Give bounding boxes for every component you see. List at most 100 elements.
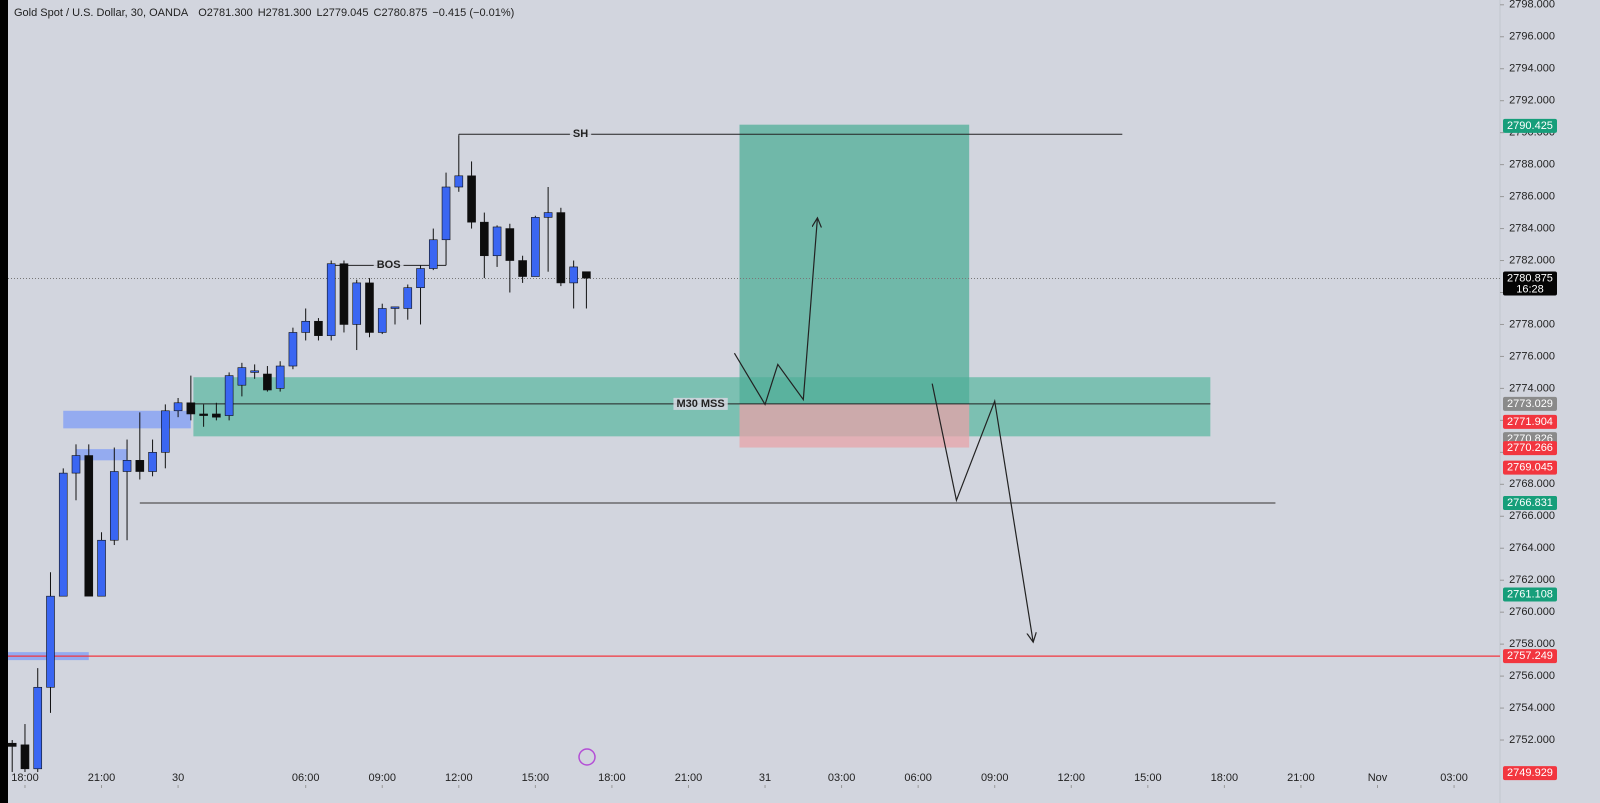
candle-body: [97, 539, 106, 597]
legend-value: H2781.300: [258, 7, 312, 19]
x-tick-label: 21:00: [675, 772, 703, 784]
candle-body: [416, 268, 425, 289]
zone-box: [63, 410, 191, 429]
price-label-bg: [1503, 495, 1557, 510]
candle-body: [365, 282, 374, 333]
x-tick-label: 31: [759, 772, 771, 784]
price-label: 2790.425: [1507, 120, 1553, 132]
candle-body: [199, 413, 208, 416]
x-tick-label: 12:00: [445, 772, 473, 784]
y-tick-label: 2778.000: [1509, 318, 1555, 330]
price-label-bg: [1503, 118, 1557, 133]
candle-body: [441, 186, 451, 241]
x-tick-label: 18:00: [598, 772, 626, 784]
candle-body: [492, 226, 502, 257]
y-tick-label: 2788.000: [1509, 159, 1555, 171]
y-tick-label: 2758.000: [1509, 638, 1555, 650]
level-label-bg: [373, 259, 404, 272]
candle-body: [161, 410, 170, 453]
candle-body: [186, 402, 196, 415]
x-tick-label: 12:00: [1058, 772, 1086, 784]
price-label-bg: [1503, 441, 1557, 456]
candle-body: [390, 306, 400, 309]
candle-body: [428, 239, 438, 269]
candle-body: [339, 263, 349, 325]
y-tick-label: 2796.000: [1509, 31, 1555, 43]
price-label-bg: [1503, 414, 1557, 429]
candle-body: [582, 271, 591, 279]
candle-body: [173, 402, 183, 412]
level-label-bg: [673, 397, 728, 410]
price-label: 2770.266: [1507, 442, 1553, 454]
y-tick-label: 2756.000: [1509, 670, 1555, 682]
candle-body: [326, 263, 336, 336]
y-tick-label: 2754.000: [1509, 702, 1555, 714]
level-label-bg: [569, 128, 592, 141]
x-tick-label: 18:00: [1211, 772, 1239, 784]
candle-body: [122, 460, 132, 472]
candle-body: [237, 367, 247, 386]
x-tick-label: 09:00: [981, 772, 1009, 784]
y-tick-label: 2792.000: [1509, 95, 1555, 107]
y-tick-label: 2762.000: [1509, 574, 1555, 586]
x-tick-label: 09:00: [368, 772, 396, 784]
level-label: SH: [573, 128, 588, 140]
price-label-bg: [1503, 649, 1557, 664]
candle-body: [7, 742, 17, 747]
candle-body: [263, 373, 272, 391]
y-tick-label: 2798.000: [1509, 0, 1555, 11]
price-label-bg: [1503, 460, 1557, 475]
candle-body: [58, 472, 68, 597]
candle-body: [556, 212, 566, 284]
y-tick-label: 2774.000: [1509, 382, 1555, 394]
price-label: 2773.029: [1507, 398, 1553, 410]
projection-path: [931, 383, 1033, 641]
price-label: 2757.249: [1507, 650, 1553, 662]
candle-body: [135, 460, 145, 472]
price-label-bg: [1503, 587, 1557, 602]
y-tick-label: 2764.000: [1509, 542, 1555, 554]
y-tick-label: 2784.000: [1509, 222, 1555, 234]
zone-box: [739, 403, 970, 448]
candle-body: [531, 217, 540, 277]
x-tick-label: 30: [172, 772, 184, 784]
x-tick-label: 03:00: [828, 772, 856, 784]
candle-body: [288, 332, 298, 367]
chart-title: Gold Spot / U.S. Dollar, 30, OANDA: [14, 7, 189, 19]
current-price-bg: [1503, 271, 1557, 296]
projection-path: [733, 219, 817, 406]
price-label: 2769.045: [1507, 462, 1553, 474]
x-tick-label: 15:00: [522, 772, 550, 784]
candle-body: [148, 452, 157, 472]
candle-body: [212, 413, 221, 418]
candle-body: [314, 320, 323, 336]
candle-body: [467, 175, 476, 223]
candle-body: [301, 320, 310, 333]
candle-body: [518, 260, 527, 277]
price-label: 2771.904: [1507, 416, 1553, 428]
candle-body: [505, 228, 515, 261]
x-tick-label: 03:00: [1440, 772, 1468, 784]
y-tick-label: 2768.000: [1509, 478, 1555, 490]
y-tick-label: 2752.000: [1509, 734, 1555, 746]
candle-body: [224, 375, 234, 416]
price-label-bg: [1503, 766, 1557, 781]
candle-body: [109, 471, 119, 541]
x-tick-label: 06:00: [292, 772, 320, 784]
legend-value: L2779.045: [317, 7, 369, 19]
candle-body: [250, 370, 259, 373]
candle-body: [71, 455, 81, 474]
y-tick-label: 2760.000: [1509, 606, 1555, 618]
legend-value: O2781.300: [198, 7, 252, 19]
x-tick-label: Nov: [1368, 772, 1388, 784]
candle-body: [20, 744, 30, 770]
candle-body: [352, 282, 362, 325]
y-tick-label: 2776.000: [1509, 350, 1555, 362]
x-tick-label: 06:00: [904, 772, 932, 784]
candle-body: [454, 175, 464, 188]
candle-body: [46, 595, 55, 688]
candle-body: [275, 365, 285, 389]
y-tick-label: 2786.000: [1509, 191, 1555, 203]
price-label-bg: [1503, 396, 1557, 411]
